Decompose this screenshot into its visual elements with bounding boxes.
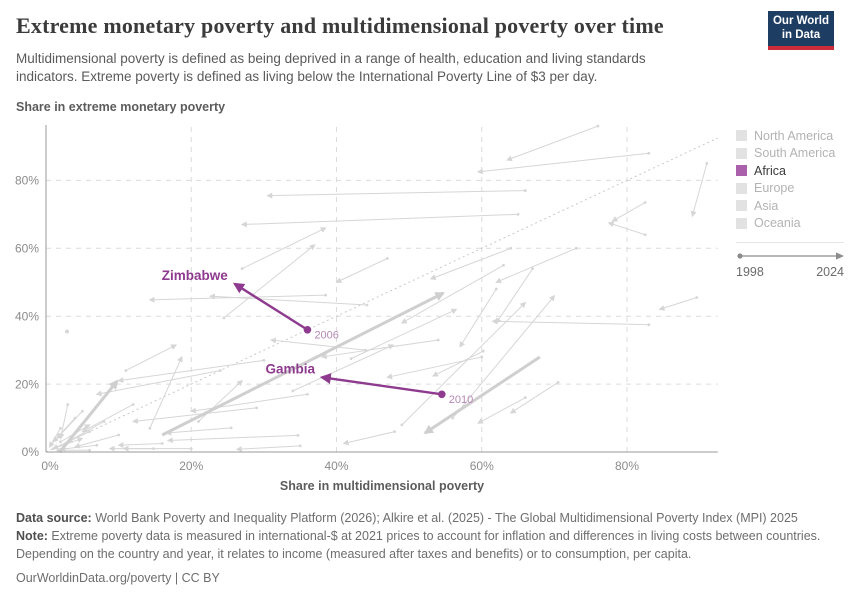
gridlines xyxy=(46,125,718,452)
legend: North America South America Africa Europe As… xyxy=(736,127,846,279)
x-axis-title: Share in multidimensional poverty xyxy=(279,479,485,493)
chart-footer: Data source: World Bank Poverty and Ineq… xyxy=(16,510,836,588)
legend-swatch xyxy=(736,182,747,194)
data-source-label: Data source: xyxy=(16,511,92,525)
data-source-text: World Bank Poverty and Inequality Platfo… xyxy=(91,511,798,525)
note-text: Extreme poverty data is measured in inte… xyxy=(16,528,821,561)
page-title: Extreme monetary poverty and multidimens… xyxy=(16,13,664,38)
chart-subtitle: Multidimensional poverty is defined as b… xyxy=(16,50,716,85)
legend-label: Europe xyxy=(754,181,795,196)
timeline-start-year: 1998 xyxy=(736,265,764,279)
y-axis-title: Share in extreme monetary poverty xyxy=(16,100,226,114)
year-label: 2006 xyxy=(314,329,338,341)
trajectory-arrow xyxy=(232,282,309,331)
highlight-zimbabwe[interactable]: 2006 Zimbabwe xyxy=(162,268,339,341)
legend-label: North America xyxy=(754,128,834,143)
country-label: Zimbabwe xyxy=(162,268,229,283)
note-label: Note: xyxy=(16,528,48,543)
legend-item-africa[interactable]: Africa xyxy=(736,162,846,180)
start-point xyxy=(303,325,312,334)
y-tick-label: 40% xyxy=(15,309,39,323)
highlight-gambia[interactable]: 2010 Gambia xyxy=(265,361,473,405)
legend-items: North America South America Africa Europe As… xyxy=(736,127,846,232)
legend-item-asia[interactable]: Asia xyxy=(736,197,846,215)
axis-tick-labels: 0% 20% 40% 60% 80% 0% 20% 40% 60% 80% xyxy=(15,174,639,473)
data-source-line: Data source: World Bank Poverty and Ineq… xyxy=(16,510,836,528)
note-line: Note: Extreme poverty data is measured i… xyxy=(16,528,836,564)
legend-item-europe[interactable]: Europe xyxy=(736,180,846,198)
y-tick-label: 20% xyxy=(15,377,39,391)
timeline-arrow-icon xyxy=(737,252,844,260)
background-trajectories xyxy=(49,124,709,454)
y-tick-label: 60% xyxy=(15,242,39,256)
legend-label: Africa xyxy=(754,163,786,178)
y-tick-label: 0% xyxy=(22,445,40,459)
x-tick-label: 60% xyxy=(470,459,494,473)
timeline-end-year: 2024 xyxy=(816,265,844,279)
y-tick-label: 80% xyxy=(15,174,39,188)
x-tick-label: 0% xyxy=(41,459,59,473)
owid-logo: Our World in Data xyxy=(768,11,834,50)
start-point xyxy=(438,390,446,399)
trajectory-arrow xyxy=(319,373,442,396)
scatter-plot-canvas[interactable]: 0% 20% 40% 60% 80% 0% 20% 40% 60% 80% 2006 Zimbabwe… xyxy=(0,112,850,506)
x-tick-label: 80% xyxy=(615,459,639,473)
timeline-labels: 1998 2024 xyxy=(736,265,844,279)
legend-swatch xyxy=(736,217,747,229)
subtitle-line-1: Multidimensional poverty is defined as b… xyxy=(16,51,646,66)
legend-item-north-america[interactable]: North America xyxy=(736,127,846,145)
legend-swatch xyxy=(736,130,747,142)
legend-item-south-america[interactable]: South America xyxy=(736,145,846,163)
x-tick-label: 40% xyxy=(324,459,348,473)
x-tick-label: 20% xyxy=(179,459,203,473)
legend-swatch xyxy=(736,165,747,177)
country-label: Gambia xyxy=(265,361,315,376)
owid-logo-text: Our World in Data xyxy=(772,15,829,41)
year-label: 2010 xyxy=(449,394,473,406)
legend-swatch xyxy=(736,147,747,159)
parity-reference-line xyxy=(45,137,718,453)
license-line[interactable]: OurWorldinData.org/poverty | CC BY xyxy=(16,571,220,586)
subtitle-line-2: indicators. Extreme poverty is defined a… xyxy=(16,68,598,84)
legend-label: South America xyxy=(754,146,836,161)
legend-divider xyxy=(736,242,844,243)
legend-label: Oceania xyxy=(754,216,801,231)
legend-swatch xyxy=(736,200,747,212)
legend-item-oceania[interactable]: Oceania xyxy=(736,215,846,233)
legend-label: Asia xyxy=(754,198,779,213)
